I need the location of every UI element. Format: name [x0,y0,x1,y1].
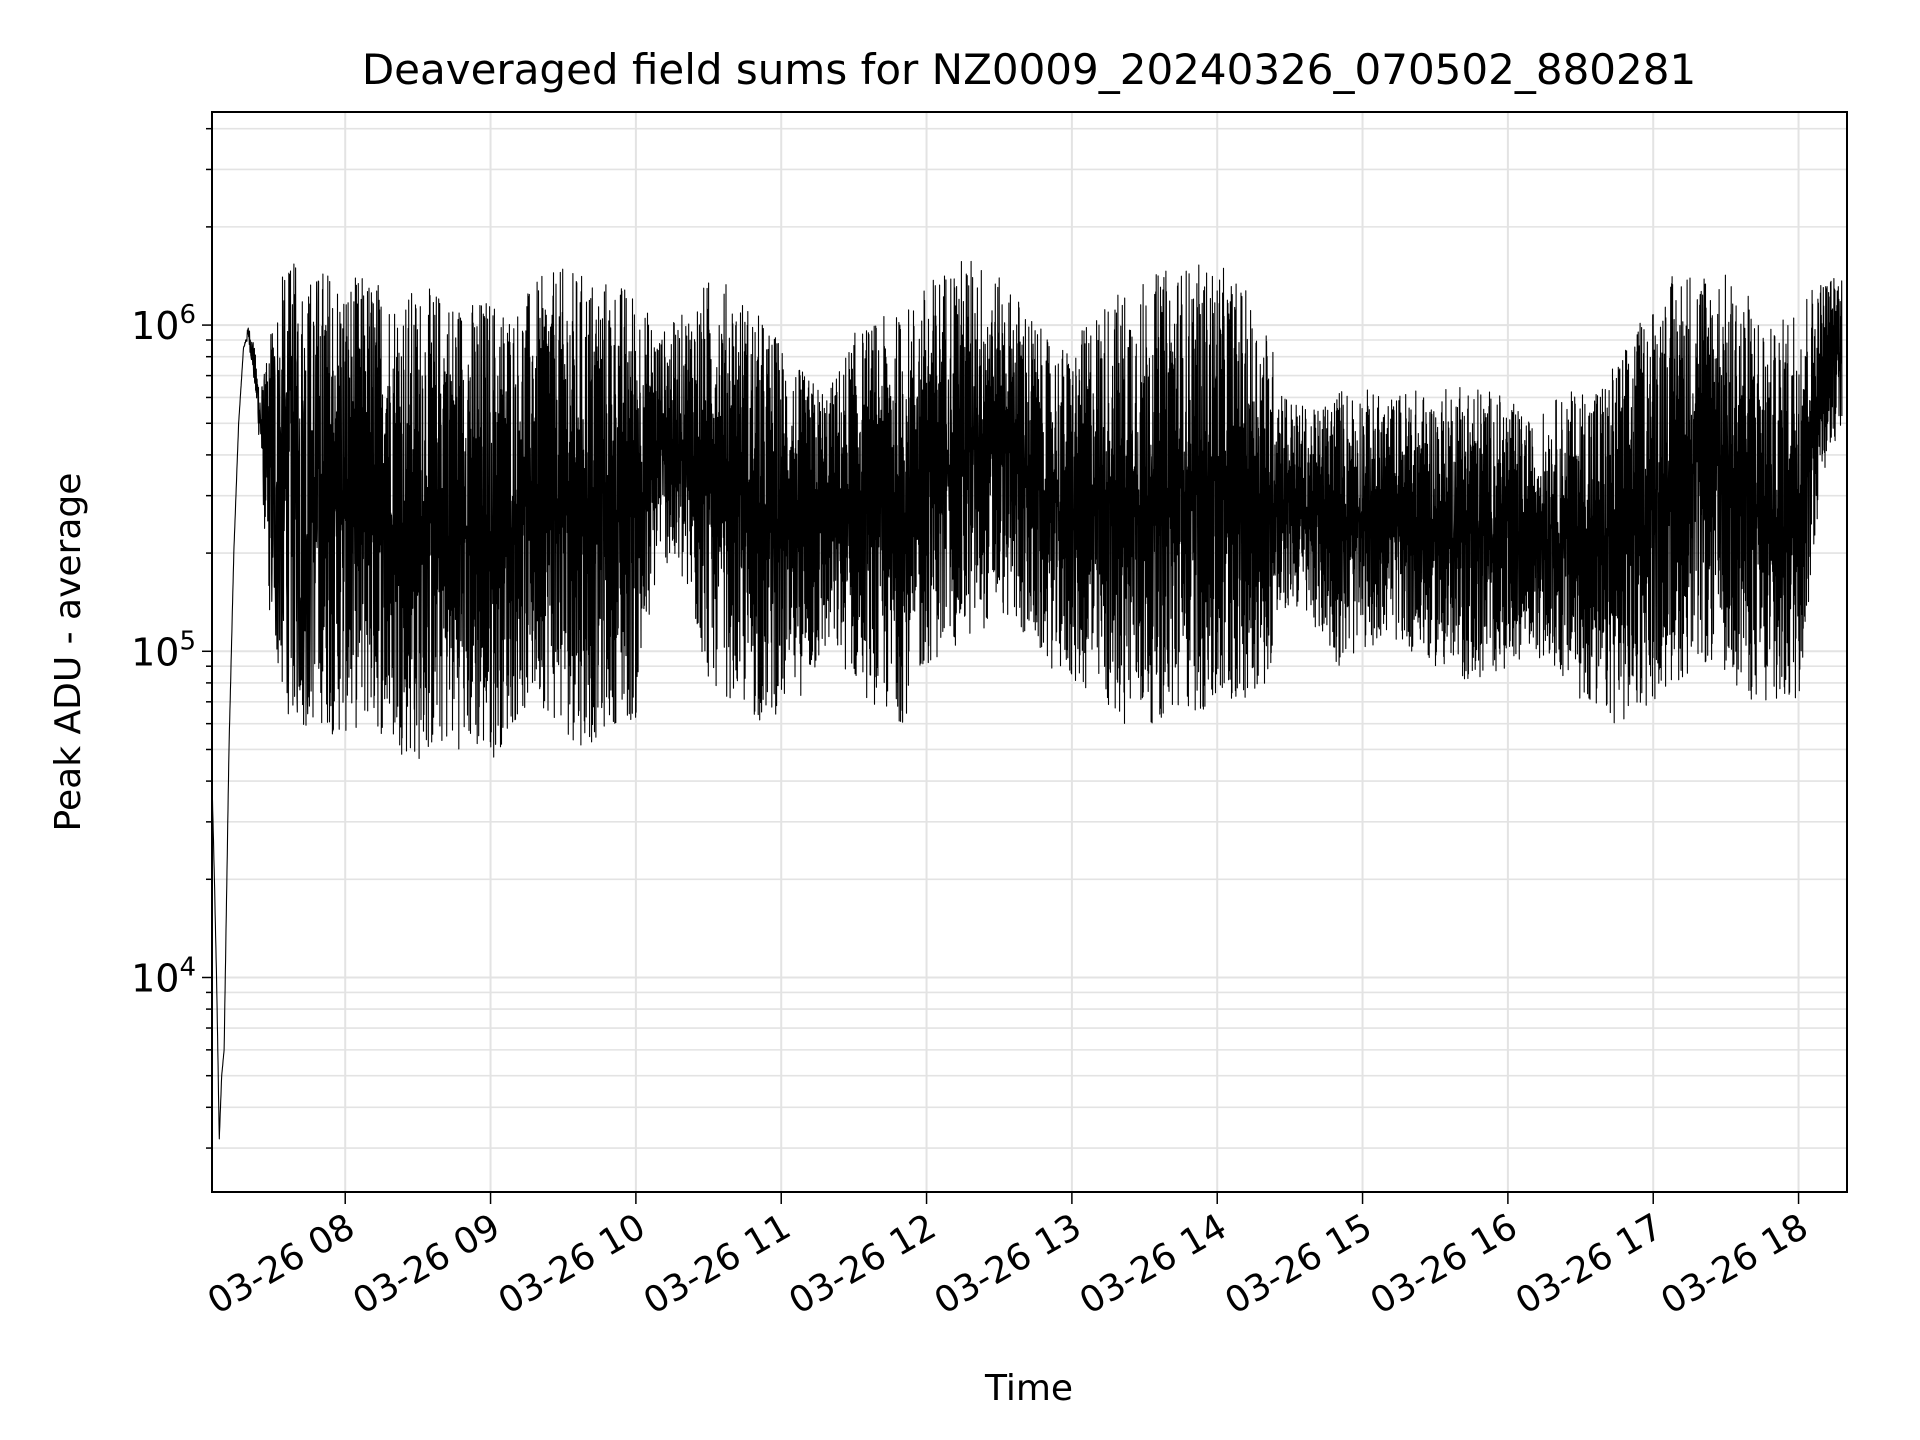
y-tick-label: 105 [131,626,196,674]
data-series-line [211,260,1843,1140]
y-tick-label: 106 [131,300,196,348]
y-tick-label: 104 [131,952,196,1000]
y-axis: 104 105 106 [131,127,212,1149]
series-layer [211,260,1843,1140]
y-axis-label: Peak ADU - average [48,473,89,832]
chart-title: Deaveraged field sums for NZ0009_2024032… [362,45,1696,94]
x-axis-label: Time [984,1368,1073,1409]
